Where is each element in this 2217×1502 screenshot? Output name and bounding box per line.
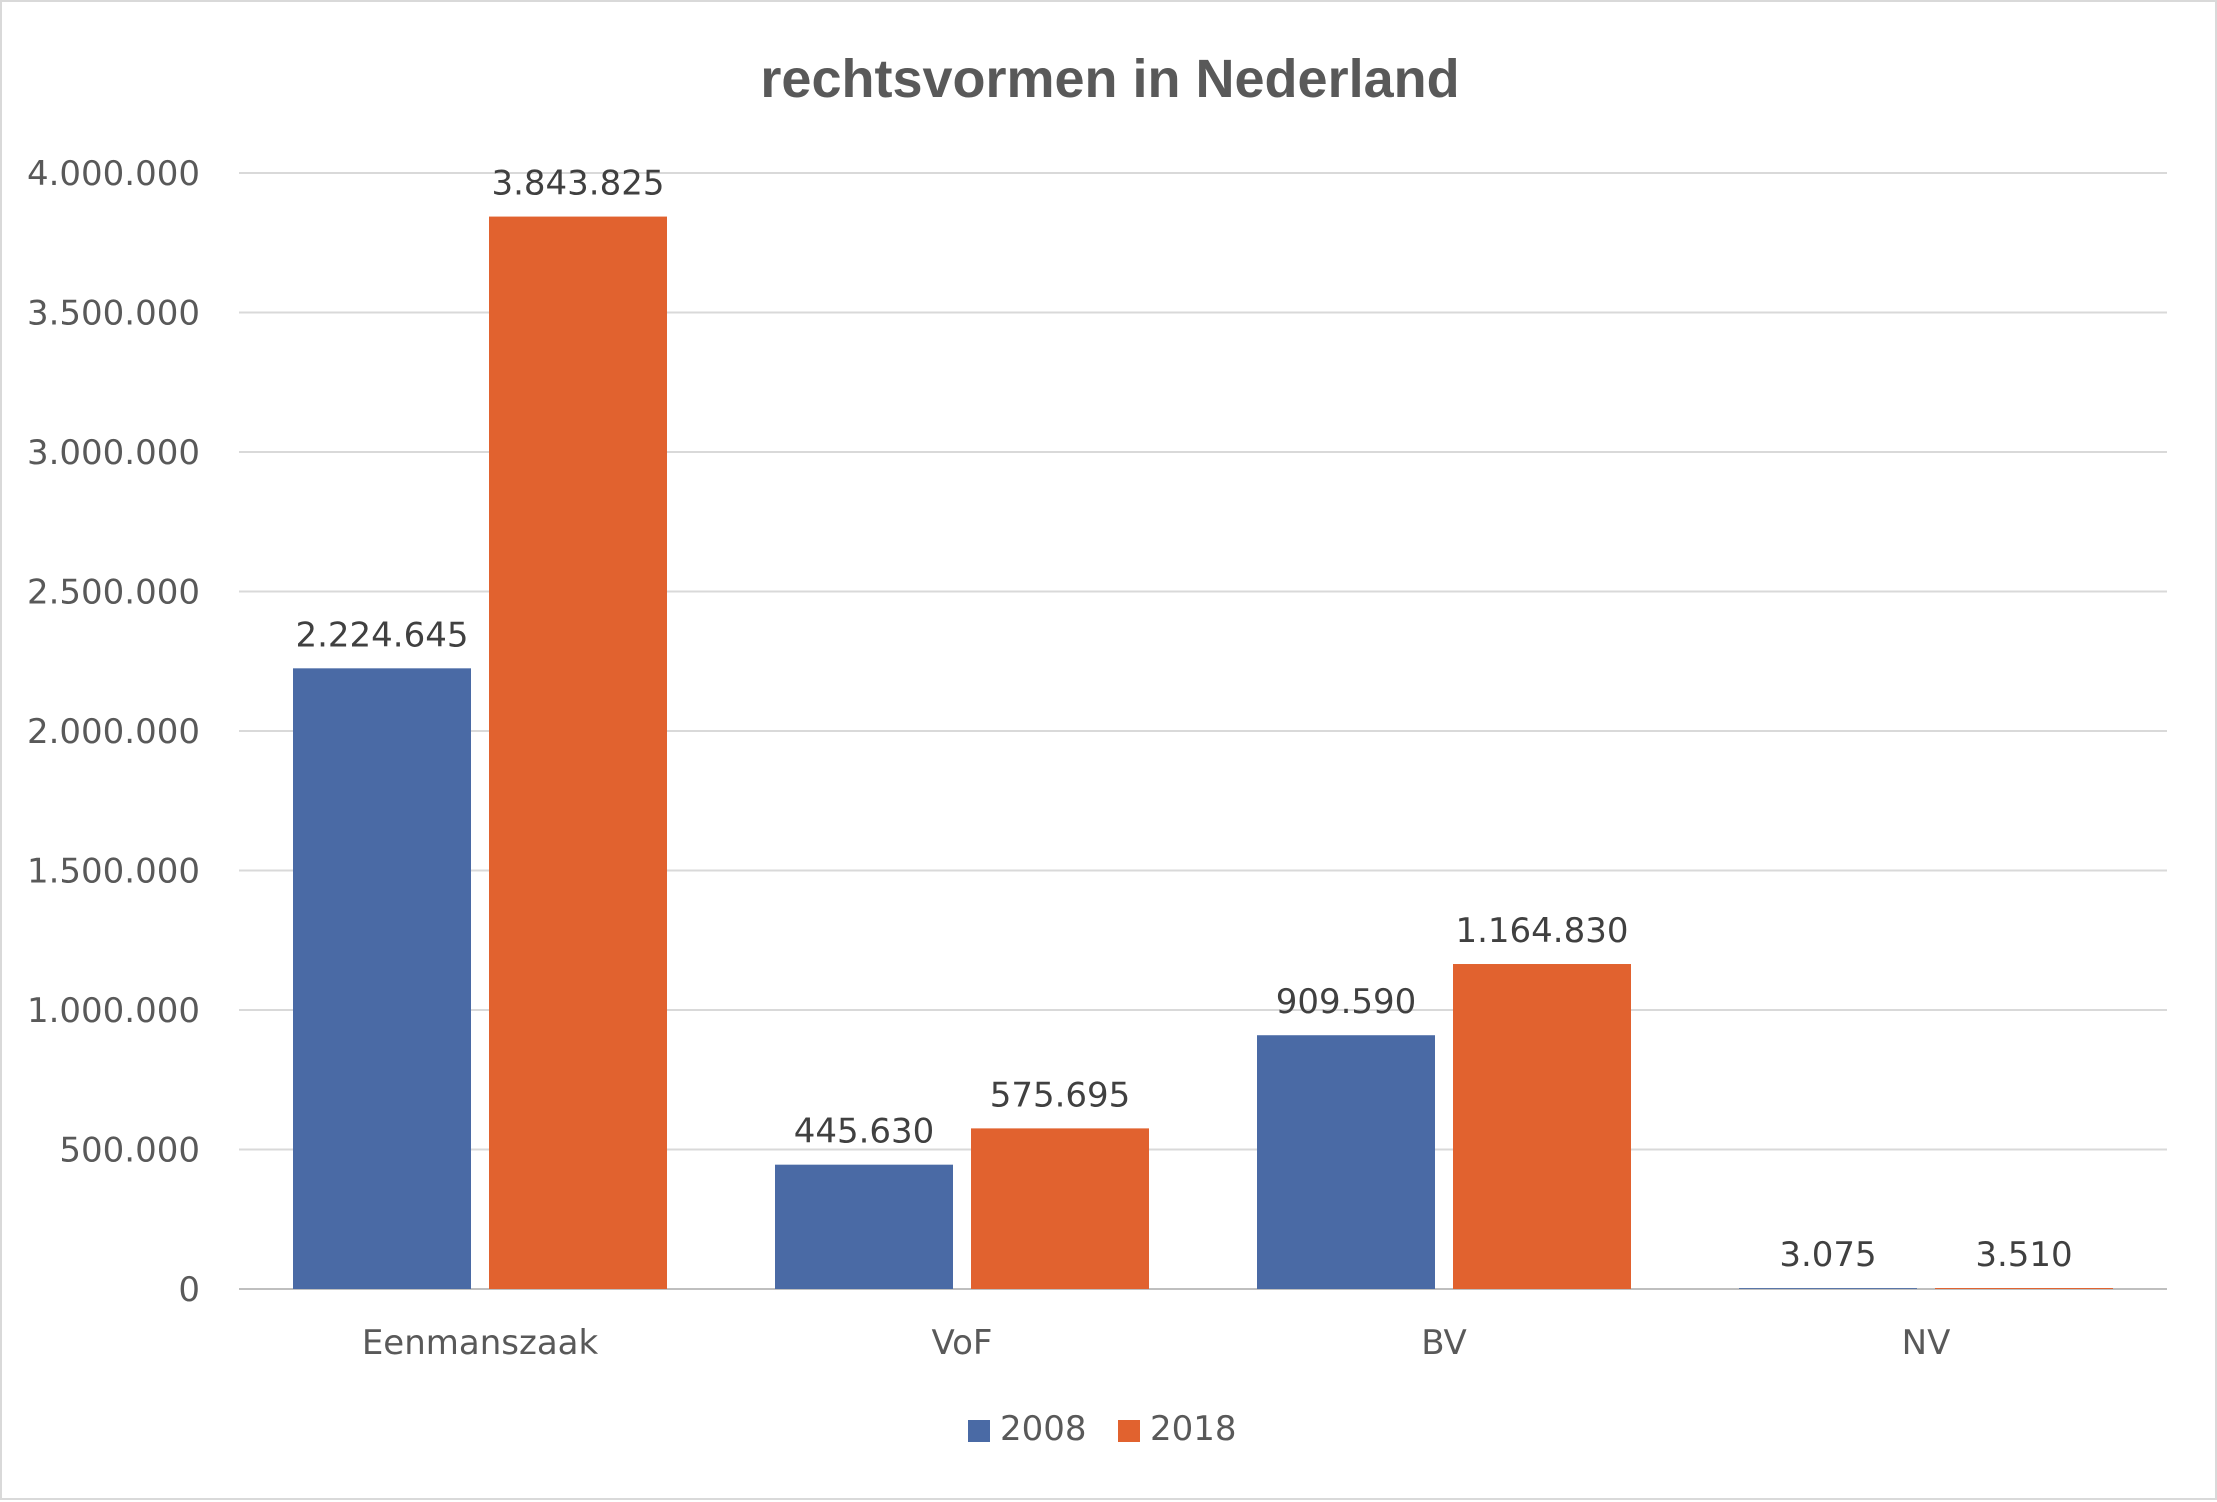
bar-2008-nv <box>1739 1288 1917 1289</box>
y-tick-label: 500.000 <box>59 1131 200 1171</box>
y-tick-label: 1.000.000 <box>27 991 200 1031</box>
y-tick-label: 0 <box>178 1270 200 1310</box>
legend-label: 2008 <box>1000 1409 1087 1449</box>
legend-label: 2018 <box>1150 1409 1237 1449</box>
legend: 2008 2018 <box>968 1409 1237 1449</box>
bars <box>293 216 2113 1289</box>
data-label: 3.843.825 <box>491 164 664 204</box>
y-axis-tick-labels: 0 500.000 1.000.000 1.500.000 2.000.000 2.500… <box>27 154 200 1310</box>
data-label: 909.590 <box>1276 982 1417 1022</box>
data-label: 445.630 <box>794 1112 935 1152</box>
y-tick-label: 3.000.000 <box>27 433 200 473</box>
y-tick-label: 4.000.000 <box>27 154 200 194</box>
data-label: 1.164.830 <box>1455 911 1628 951</box>
bar-2008-vof <box>775 1164 953 1289</box>
y-tick-label: 2.500.000 <box>27 573 200 613</box>
data-label: 3.075 <box>1779 1235 1876 1275</box>
bar-2008-bv <box>1257 1035 1435 1289</box>
x-category-label: Eenmanszaak <box>362 1323 599 1363</box>
chart-title: rechtsvormen in Nederland <box>760 49 1459 109</box>
bar-2008-eenmanszaak <box>293 668 471 1289</box>
data-labels: 2.224.645 3.843.825 445.630 575.695 909.590 1… <box>295 164 2072 1276</box>
y-tick-label: 1.500.000 <box>27 852 200 892</box>
data-label: 575.695 <box>990 1075 1131 1115</box>
legend-swatch-2018 <box>1118 1420 1140 1442</box>
x-category-label: NV <box>1902 1323 1951 1363</box>
y-tick-label: 3.500.000 <box>27 294 200 334</box>
bar-2018-bv <box>1453 964 1631 1289</box>
y-tick-label: 2.000.000 <box>27 712 200 752</box>
data-label: 2.224.645 <box>295 615 468 655</box>
x-category-label: BV <box>1421 1323 1467 1363</box>
bar-2018-eenmanszaak <box>489 216 667 1289</box>
legend-swatch-2008 <box>968 1420 990 1442</box>
data-label: 3.510 <box>1975 1235 2072 1275</box>
x-axis-category-labels: Eenmanszaak VoF BV NV <box>362 1323 1951 1363</box>
bar-2018-vof <box>971 1128 1149 1289</box>
x-category-label: VoF <box>932 1323 993 1363</box>
bar-2018-nv <box>1935 1288 2113 1289</box>
